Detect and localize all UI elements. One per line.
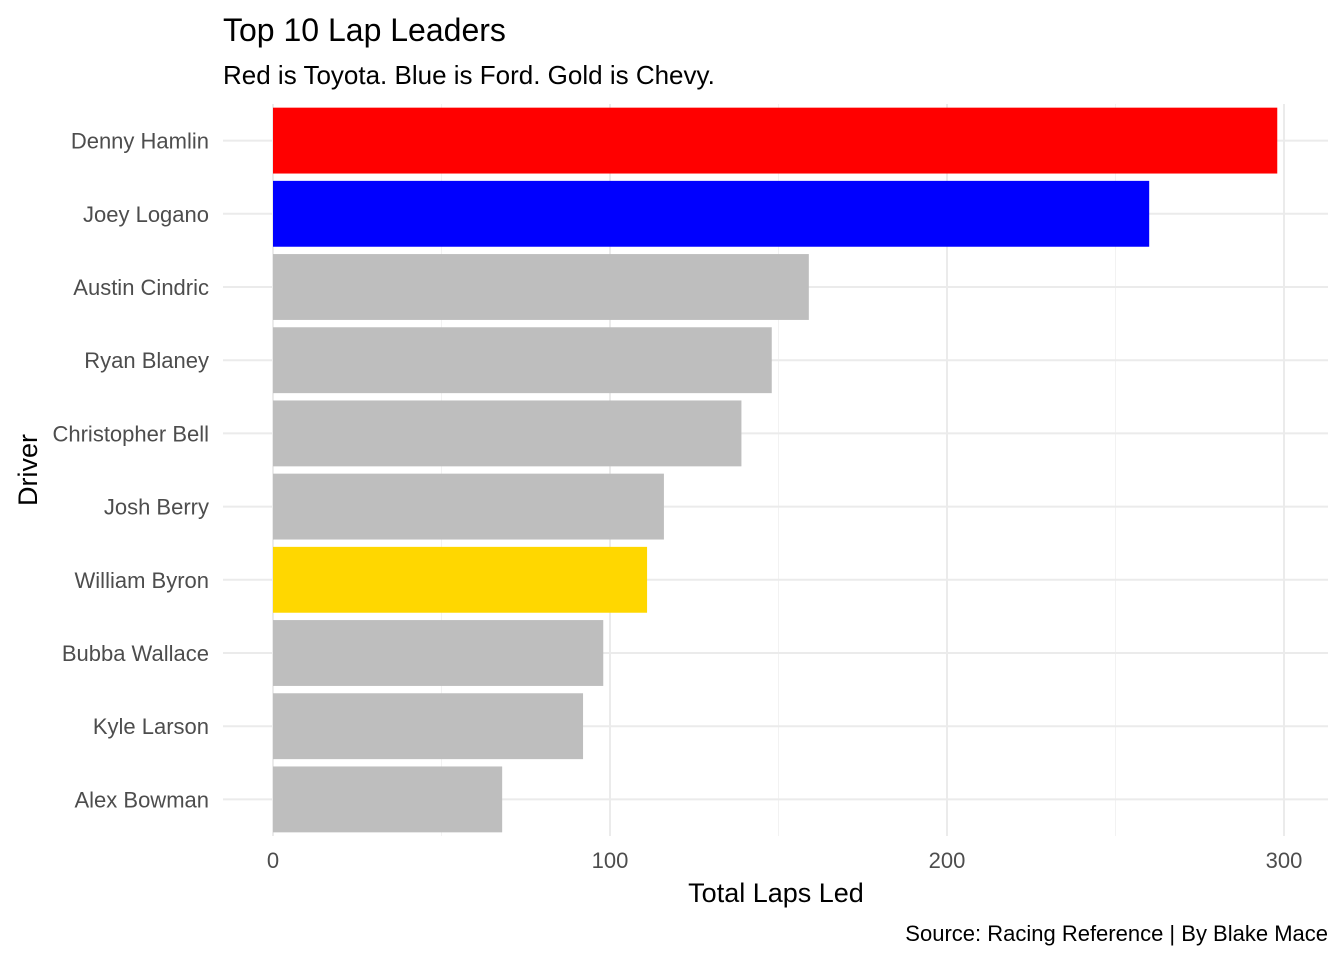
bar xyxy=(273,107,1278,174)
bar xyxy=(273,546,648,613)
x-tick-label: 100 xyxy=(592,848,629,873)
x-tick-label: 300 xyxy=(1266,848,1303,873)
y-tick-label: Alex Bowman xyxy=(74,787,209,812)
x-tick-label: 0 xyxy=(267,848,279,873)
y-tick-label: Bubba Wallace xyxy=(62,641,209,666)
bar xyxy=(273,693,584,760)
x-axis-label: Total Laps Led xyxy=(688,878,864,908)
y-tick-label: Ryan Blaney xyxy=(84,348,209,373)
bar xyxy=(273,327,772,394)
y-tick-label: Austin Cindric xyxy=(73,275,209,300)
bar xyxy=(273,473,664,540)
y-tick-label: Josh Berry xyxy=(104,495,209,520)
bar xyxy=(273,766,503,833)
x-tick-labels: 0 100 200 300 xyxy=(267,848,1302,873)
y-tick-labels: Denny Hamlin Joey Logano Austin Cindric Rya… xyxy=(52,129,209,813)
y-tick-label: Denny Hamlin xyxy=(71,129,209,154)
y-tick-label: Christopher Bell xyxy=(52,421,209,446)
y-tick-label: Joey Logano xyxy=(83,202,209,227)
bar xyxy=(273,180,1150,247)
chart-subtitle: Red is Toyota. Blue is Ford. Gold is Che… xyxy=(223,60,715,90)
x-tick-label: 200 xyxy=(929,848,966,873)
bar xyxy=(273,400,742,467)
chart-title: Top 10 Lap Leaders xyxy=(223,12,506,48)
chart-caption: Source: Racing Reference | By Blake Mace xyxy=(905,921,1328,946)
y-tick-label: Kyle Larson xyxy=(93,714,209,739)
bars xyxy=(273,107,1278,833)
y-tick-label: William Byron xyxy=(75,568,209,593)
y-axis-label: Driver xyxy=(13,434,43,506)
bar xyxy=(273,254,809,320)
bar xyxy=(273,620,604,686)
